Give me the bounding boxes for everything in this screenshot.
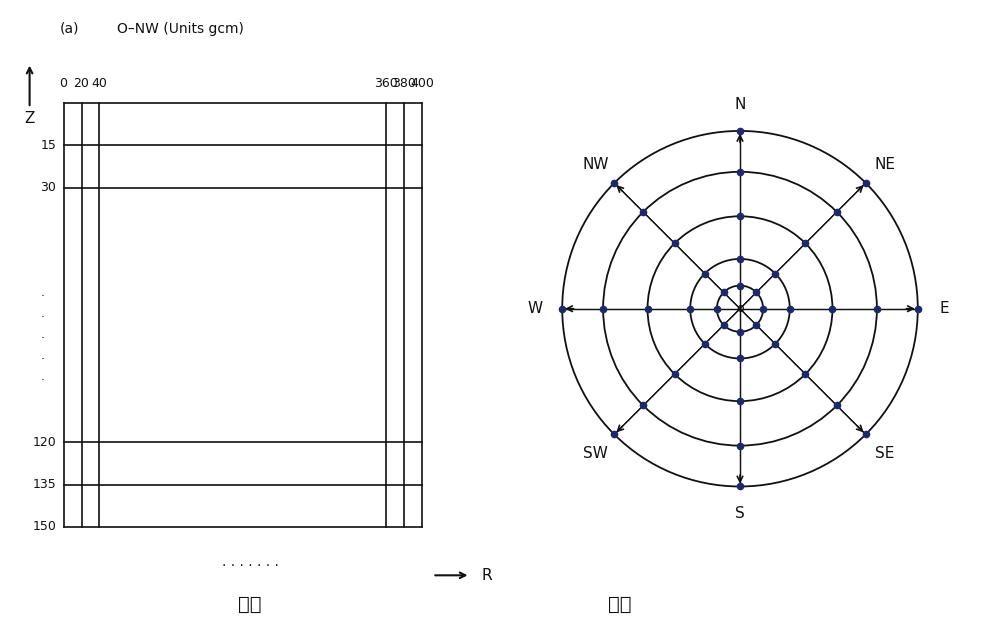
Text: .
.
.
.
.: . . . . . <box>41 287 45 384</box>
Text: NE: NE <box>874 157 895 171</box>
Text: 150: 150 <box>33 520 56 534</box>
Text: NW: NW <box>582 157 609 171</box>
Text: E: E <box>940 301 949 316</box>
Text: (a): (a) <box>60 22 80 36</box>
Text: 380: 380 <box>392 77 416 90</box>
Text: 360: 360 <box>374 77 398 90</box>
Text: Z: Z <box>24 112 35 126</box>
Text: R: R <box>482 568 492 583</box>
Text: 0: 0 <box>60 77 68 90</box>
Text: 30: 30 <box>41 181 56 194</box>
Text: W: W <box>528 301 543 316</box>
Text: 40: 40 <box>91 77 107 90</box>
Text: S: S <box>735 506 745 520</box>
Text: o: o <box>736 302 744 315</box>
Text: 20: 20 <box>74 77 89 90</box>
Text: 15: 15 <box>41 139 56 152</box>
Text: SW: SW <box>583 446 608 461</box>
Text: 采前: 采前 <box>238 595 262 614</box>
Text: 135: 135 <box>33 478 56 491</box>
Text: 400: 400 <box>410 77 434 90</box>
Text: N: N <box>734 97 746 112</box>
Text: SE: SE <box>875 446 894 461</box>
Text: 120: 120 <box>33 435 56 449</box>
Text: . . . . . . .: . . . . . . . <box>222 554 278 568</box>
Text: 采后: 采后 <box>608 595 632 614</box>
Text: O–NW (Units gcm): O–NW (Units gcm) <box>117 22 244 36</box>
